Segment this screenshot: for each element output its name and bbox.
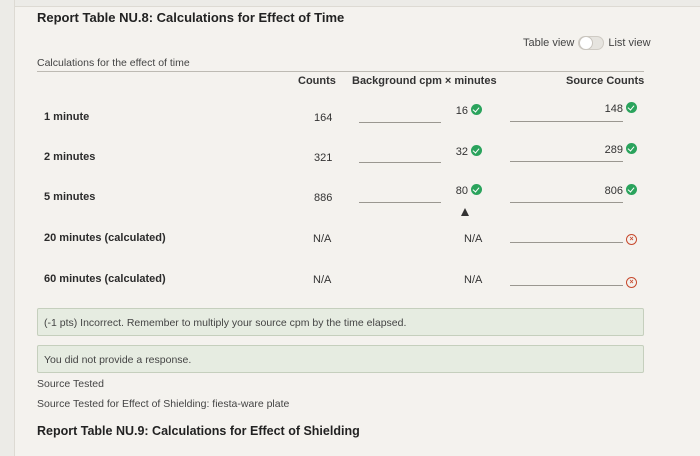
counts-cell: N/A (313, 233, 332, 245)
counts-cell: 321 (314, 152, 333, 164)
background-input-underline (359, 122, 441, 123)
correct-check-icon (626, 102, 637, 113)
correct-check-icon (471, 184, 482, 195)
source-value: 289 (604, 144, 623, 156)
background-value: 80 (455, 185, 468, 197)
source-counts-input[interactable]: 806 (580, 184, 637, 197)
top-bar (0, 0, 700, 7)
background-input-underline (359, 162, 441, 163)
correct-check-icon (626, 143, 637, 154)
correct-check-icon (471, 104, 482, 115)
table-view-label[interactable]: Table view (523, 37, 575, 49)
row-label: 1 minute (44, 111, 90, 123)
correct-check-icon (626, 184, 637, 195)
counts-cell: 164 (314, 112, 333, 124)
background-cell: N/A (464, 233, 483, 245)
source-input-underline (510, 121, 623, 122)
background-input-underline (359, 202, 441, 203)
background-input[interactable]: 80 (430, 184, 482, 197)
source-counts-input[interactable]: 289 (580, 143, 637, 156)
left-edge (0, 0, 15, 456)
row-label: 5 minutes (44, 191, 96, 203)
background-cell: N/A (464, 274, 483, 286)
list-view-label[interactable]: List view (608, 37, 651, 49)
table-caption: Calculations for the effect of time (37, 57, 190, 69)
row-label: 60 minutes (calculated) (44, 273, 166, 285)
report-title: Report Table NU.8: Calculations for Effe… (37, 10, 345, 25)
column-header-background: Background cpm × minutes (352, 75, 497, 87)
row-label: 20 minutes (calculated) (44, 232, 166, 244)
incorrect-x-icon: × (626, 234, 637, 245)
source-input-underline (510, 161, 623, 162)
view-toggle[interactable]: Table view List view (523, 36, 651, 50)
source-tested-detail: Source Tested for Effect of Shielding: f… (37, 398, 290, 410)
column-header-source-counts: Source Counts (566, 75, 645, 87)
source-counts-input[interactable] (510, 285, 623, 286)
header-divider (37, 71, 644, 72)
switch-knob (579, 36, 594, 50)
source-counts-input[interactable] (510, 242, 623, 243)
row-label: 2 minutes (44, 151, 96, 163)
view-switch[interactable] (578, 36, 605, 50)
column-header-counts: Counts (298, 75, 336, 87)
incorrect-feedback: (-1 pts) Incorrect. Remember to multiply… (37, 308, 644, 336)
correct-check-icon (471, 145, 482, 156)
counts-cell: 886 (314, 192, 333, 204)
source-tested-label: Source Tested (37, 378, 104, 390)
incorrect-x-icon: × (626, 277, 637, 288)
mouse-cursor-icon (461, 208, 469, 216)
background-value: 32 (455, 146, 468, 158)
background-value: 16 (455, 105, 468, 117)
source-value: 806 (604, 185, 623, 197)
next-report-title: Report Table NU.9: Calculations for Effe… (37, 424, 360, 438)
source-input-underline (510, 202, 623, 203)
source-value: 148 (604, 103, 623, 115)
no-response-feedback: You did not provide a response. (37, 345, 644, 373)
background-input[interactable]: 32 (430, 145, 482, 158)
background-input[interactable]: 16 (430, 104, 482, 117)
counts-cell: N/A (313, 274, 332, 286)
source-counts-input[interactable]: 148 (580, 102, 637, 115)
